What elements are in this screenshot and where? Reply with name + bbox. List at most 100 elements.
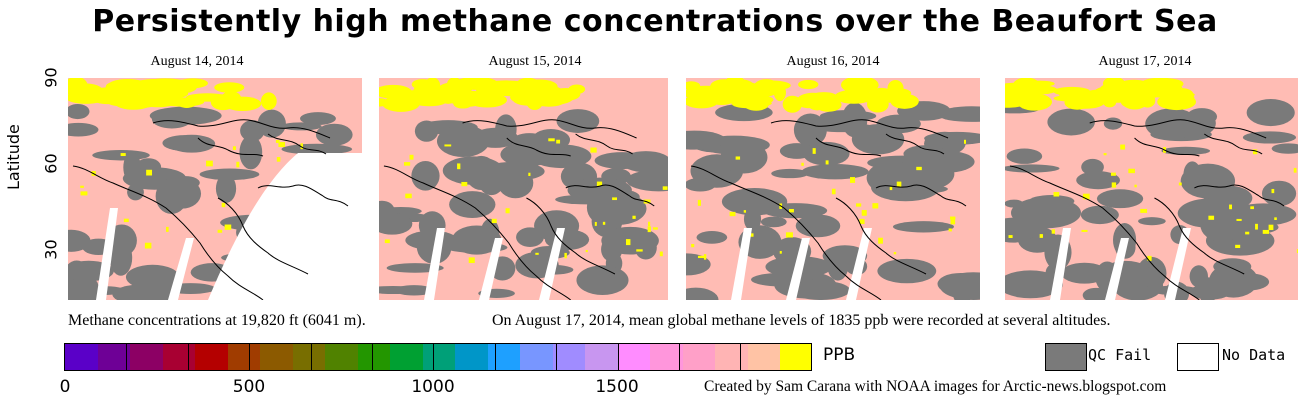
qc-fail-area bbox=[1005, 199, 1024, 208]
high-methane-speck bbox=[652, 227, 658, 230]
qc-fail-area bbox=[1242, 131, 1297, 144]
high-methane-speck bbox=[735, 156, 741, 160]
high-methane-speck bbox=[916, 166, 922, 171]
no-data-label: No Data bbox=[1222, 346, 1286, 364]
high-methane-speck bbox=[80, 185, 84, 188]
qc-fail-area bbox=[1005, 217, 1054, 231]
high-methane-speck bbox=[612, 197, 618, 201]
high-methane-area bbox=[214, 82, 245, 93]
qc-fail-area bbox=[803, 141, 850, 166]
qc-fail-area bbox=[68, 122, 99, 137]
scale-segment bbox=[260, 344, 293, 370]
scale-divider bbox=[556, 344, 558, 370]
high-methane-speck bbox=[697, 199, 701, 206]
high-methane-speck bbox=[729, 211, 736, 217]
high-methane-speck bbox=[1008, 235, 1013, 239]
high-methane-speck bbox=[146, 169, 153, 176]
no-data-swath bbox=[786, 238, 810, 300]
no-data-swath bbox=[479, 238, 503, 300]
high-methane-speck bbox=[1053, 192, 1060, 197]
scale-segment bbox=[747, 344, 780, 370]
scale-unit: PPB bbox=[823, 345, 856, 365]
qc-fail-area bbox=[877, 258, 937, 284]
qc-fail-area bbox=[696, 231, 728, 244]
high-methane-speck bbox=[1208, 215, 1215, 220]
coastline bbox=[506, 133, 633, 157]
high-methane-area bbox=[686, 94, 719, 109]
high-methane-area bbox=[105, 82, 118, 93]
high-methane-speck bbox=[461, 181, 468, 187]
high-methane-speck bbox=[1128, 168, 1135, 174]
qc-fail-area bbox=[1177, 198, 1245, 229]
coastline bbox=[1134, 133, 1263, 157]
qc-fail-area bbox=[801, 164, 869, 180]
qc-fail-area bbox=[1213, 258, 1252, 275]
high-methane-speck bbox=[384, 239, 390, 244]
qc-fail-area bbox=[68, 229, 91, 252]
scale-segment bbox=[292, 344, 325, 370]
high-methane-area bbox=[379, 84, 412, 99]
qc-fail-area bbox=[199, 168, 260, 181]
high-methane-speck bbox=[697, 255, 705, 259]
scale-segment bbox=[325, 344, 358, 370]
scale-divider bbox=[126, 344, 128, 370]
high-methane-speck bbox=[300, 143, 303, 150]
qc-fail-area bbox=[1096, 189, 1144, 209]
coastline bbox=[152, 119, 331, 139]
qc-fail-label: QC Fail bbox=[1088, 346, 1152, 364]
qc-fail-area bbox=[1047, 108, 1095, 136]
scale-segment bbox=[682, 344, 715, 370]
high-methane-area bbox=[467, 92, 508, 108]
high-methane-area bbox=[1116, 83, 1160, 100]
high-methane-speck bbox=[801, 162, 804, 166]
high-methane-speck bbox=[647, 226, 651, 233]
qc-fail-area bbox=[1028, 194, 1075, 208]
high-methane-speck bbox=[878, 237, 883, 244]
qc-fail-area bbox=[631, 160, 668, 173]
high-methane-speck bbox=[1110, 172, 1116, 176]
qc-fail-area bbox=[405, 230, 458, 250]
high-methane-speck bbox=[585, 250, 588, 253]
high-methane-speck bbox=[779, 251, 782, 254]
qc-fail-area bbox=[939, 272, 980, 300]
high-methane-speck bbox=[120, 153, 126, 157]
coastline bbox=[383, 165, 571, 300]
no-data-swatch bbox=[1177, 343, 1219, 371]
high-methane-speck bbox=[528, 172, 531, 176]
qc-fail-area bbox=[1189, 284, 1231, 300]
high-methane-speck bbox=[812, 148, 816, 154]
high-methane-speck bbox=[831, 188, 836, 195]
scale-tick-1500: 1500 bbox=[595, 377, 639, 397]
qc-fail-area bbox=[819, 110, 877, 122]
qc-fail-area bbox=[449, 191, 496, 219]
qc-fail-area bbox=[567, 177, 632, 203]
high-methane-speck bbox=[1229, 204, 1233, 210]
scale-segment bbox=[65, 344, 98, 370]
high-methane-area bbox=[1065, 94, 1106, 109]
high-methane-speck bbox=[893, 251, 897, 255]
high-methane-speck bbox=[166, 226, 169, 232]
scale-divider bbox=[310, 344, 312, 370]
coastline bbox=[770, 119, 949, 139]
high-methane-speck bbox=[1250, 206, 1254, 210]
qc-fail-area bbox=[721, 188, 788, 216]
lat-tick-60: 60 bbox=[41, 153, 61, 174]
qc-fail-swatch bbox=[1045, 343, 1087, 371]
no-data-swath bbox=[168, 238, 194, 300]
qc-fail-area bbox=[576, 265, 629, 295]
high-methane-speck bbox=[232, 146, 236, 150]
high-methane-speck bbox=[1245, 231, 1250, 235]
coastline bbox=[565, 184, 655, 207]
high-methane-speck bbox=[872, 203, 879, 209]
no-data-swath bbox=[424, 228, 445, 300]
high-methane-area bbox=[151, 95, 166, 107]
scale-segment bbox=[97, 344, 130, 370]
high-methane-speck bbox=[849, 177, 856, 183]
high-methane-speck bbox=[1103, 153, 1107, 156]
high-methane-speck bbox=[625, 239, 631, 246]
high-methane-area bbox=[834, 89, 874, 104]
qc-fail-area bbox=[1005, 270, 1063, 299]
scale-tick-500: 500 bbox=[232, 377, 266, 397]
qc-fail-area bbox=[1138, 217, 1166, 226]
coastline bbox=[526, 197, 616, 275]
